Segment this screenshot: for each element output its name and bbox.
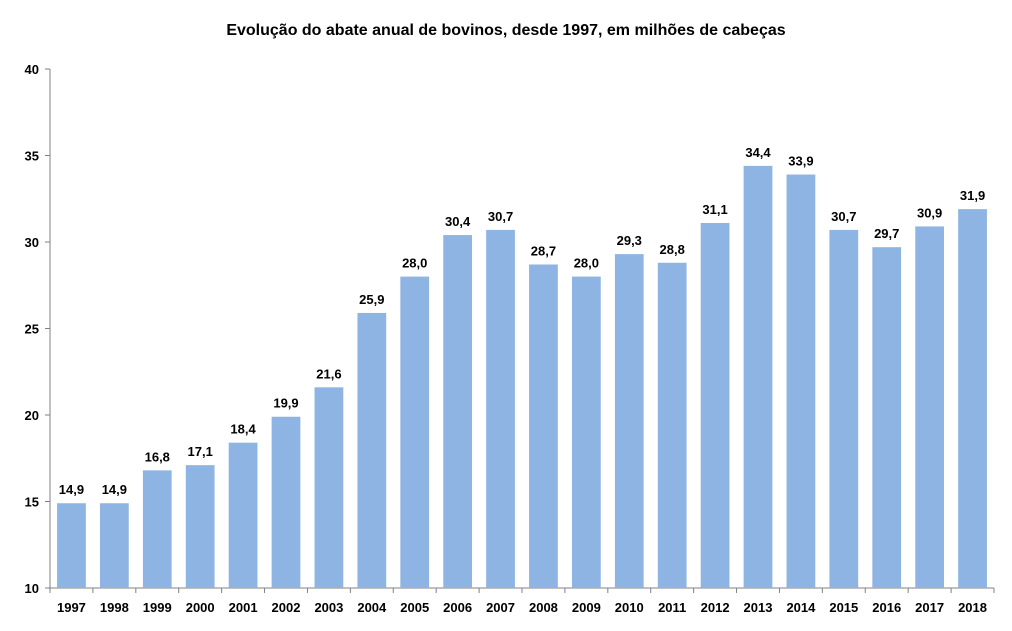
bar-1998: [99, 503, 129, 588]
x-tick-label-2013: 2013: [744, 600, 773, 615]
bar-2012: [700, 222, 730, 588]
data-label-2013: 34,4: [745, 145, 771, 160]
x-tick-label-2006: 2006: [443, 600, 472, 615]
data-label-2015: 30,7: [831, 209, 856, 224]
bar-2005: [400, 276, 430, 588]
bar-2002: [271, 416, 301, 588]
y-tick-label: 10: [25, 581, 39, 596]
data-label-2017: 30,9: [917, 205, 942, 220]
bar-2006: [443, 235, 473, 588]
bar-2015: [829, 229, 859, 588]
labels: 14,9 1997 14,9 1998 16,8 1999 17,1 2000 18,4 2001…: [57, 145, 987, 615]
x-tick-label-1997: 1997: [57, 600, 86, 615]
bar-1999: [142, 470, 172, 588]
data-label-1997: 14,9: [59, 482, 84, 497]
bar-2009: [571, 276, 601, 588]
data-label-2016: 29,7: [874, 226, 899, 241]
x-tick-label-2001: 2001: [229, 600, 258, 615]
bar-2018: [958, 209, 987, 588]
data-label-2008: 28,7: [531, 243, 556, 258]
bar-2003: [314, 387, 344, 588]
bar-1997: [57, 503, 86, 588]
x-tick-label-2005: 2005: [400, 600, 429, 615]
bar-2007: [486, 229, 515, 588]
bar-2008: [529, 264, 558, 588]
data-label-2018: 31,9: [960, 188, 985, 203]
data-label-2004: 25,9: [359, 292, 384, 307]
data-label-2006: 30,4: [445, 214, 471, 229]
axes: 10 15 20 25 30 35 40: [25, 62, 995, 596]
x-tick-label-2004: 2004: [357, 600, 387, 615]
y-tick-label: 15: [25, 495, 39, 510]
bar-2000: [185, 465, 215, 588]
bar-2010: [614, 254, 644, 589]
data-label-2007: 30,7: [488, 209, 513, 224]
x-tick-label-2008: 2008: [529, 600, 558, 615]
x-tick-label-2012: 2012: [701, 600, 730, 615]
data-label-2014: 33,9: [788, 154, 813, 169]
bar-2004: [357, 312, 387, 588]
y-tick-label: 40: [25, 62, 39, 77]
bar-2016: [872, 247, 902, 588]
data-label-2011: 28,8: [660, 242, 685, 257]
y-tick-label: 25: [25, 322, 39, 337]
bar-2013: [743, 165, 773, 588]
x-tick-label-2009: 2009: [572, 600, 601, 615]
x-tick-label-2016: 2016: [872, 600, 901, 615]
data-label-2001: 18,4: [230, 422, 256, 437]
data-label-1999: 16,8: [145, 449, 170, 464]
data-label-2003: 21,6: [316, 366, 341, 381]
bar-2017: [915, 226, 945, 588]
y-tick-label: 20: [25, 408, 39, 423]
y-tick-label: 30: [25, 235, 39, 250]
bar-2011: [657, 262, 687, 588]
data-label-1998: 14,9: [102, 482, 127, 497]
x-tick-label-2010: 2010: [615, 600, 644, 615]
x-tick-label-2018: 2018: [958, 600, 987, 615]
data-label-2010: 29,3: [617, 233, 642, 248]
y-tick-label: 35: [25, 149, 39, 164]
data-label-2000: 17,1: [188, 444, 213, 459]
data-label-2009: 28,0: [574, 256, 599, 271]
x-tick-label-2002: 2002: [272, 600, 301, 615]
bars: [57, 165, 987, 589]
data-label-2002: 19,9: [273, 396, 298, 411]
data-label-2012: 31,1: [702, 202, 727, 217]
bar-2014: [786, 174, 816, 588]
data-label-2005: 28,0: [402, 256, 427, 271]
x-tick-label-2011: 2011: [658, 600, 686, 615]
x-tick-label-2003: 2003: [314, 600, 343, 615]
bar-2001: [228, 442, 258, 588]
x-tick-label-1998: 1998: [100, 600, 129, 615]
x-tick-label-2007: 2007: [486, 600, 515, 615]
x-tick-label-2014: 2014: [786, 600, 816, 615]
x-tick-label-2015: 2015: [829, 600, 858, 615]
x-tick-label-2017: 2017: [915, 600, 944, 615]
x-tick-label-1999: 1999: [143, 600, 172, 615]
x-tick-label-2000: 2000: [186, 600, 215, 615]
chart-title: Evolução do abate anual de bovinos, desd…: [226, 22, 786, 39]
